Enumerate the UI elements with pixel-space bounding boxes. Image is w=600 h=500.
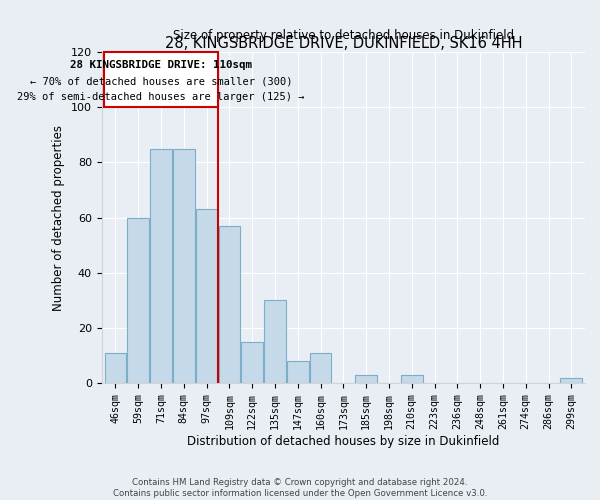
- Y-axis label: Number of detached properties: Number of detached properties: [52, 124, 65, 310]
- FancyBboxPatch shape: [104, 52, 218, 107]
- Bar: [355, 375, 377, 383]
- Bar: [196, 210, 217, 383]
- Bar: [401, 375, 422, 383]
- Text: ← 70% of detached houses are smaller (300): ← 70% of detached houses are smaller (30…: [30, 77, 292, 87]
- Bar: [150, 148, 172, 383]
- Bar: [173, 148, 194, 383]
- Bar: [287, 361, 308, 383]
- Text: Contains HM Land Registry data © Crown copyright and database right 2024.
Contai: Contains HM Land Registry data © Crown c…: [113, 478, 487, 498]
- Text: 28 KINGSBRIDGE DRIVE: 110sqm: 28 KINGSBRIDGE DRIVE: 110sqm: [70, 60, 252, 70]
- Bar: [218, 226, 240, 383]
- Bar: [104, 353, 126, 383]
- X-axis label: Distribution of detached houses by size in Dukinfield: Distribution of detached houses by size …: [187, 434, 500, 448]
- Bar: [127, 218, 149, 383]
- Bar: [310, 353, 331, 383]
- Title: 28, KINGSBRIDGE DRIVE, DUKINFIELD, SK16 4HH: 28, KINGSBRIDGE DRIVE, DUKINFIELD, SK16 …: [164, 36, 522, 51]
- Text: 29% of semi-detached houses are larger (125) →: 29% of semi-detached houses are larger (…: [17, 92, 305, 102]
- Bar: [560, 378, 582, 383]
- Text: Size of property relative to detached houses in Dukinfield: Size of property relative to detached ho…: [173, 29, 514, 42]
- Bar: [241, 342, 263, 383]
- Bar: [264, 300, 286, 383]
